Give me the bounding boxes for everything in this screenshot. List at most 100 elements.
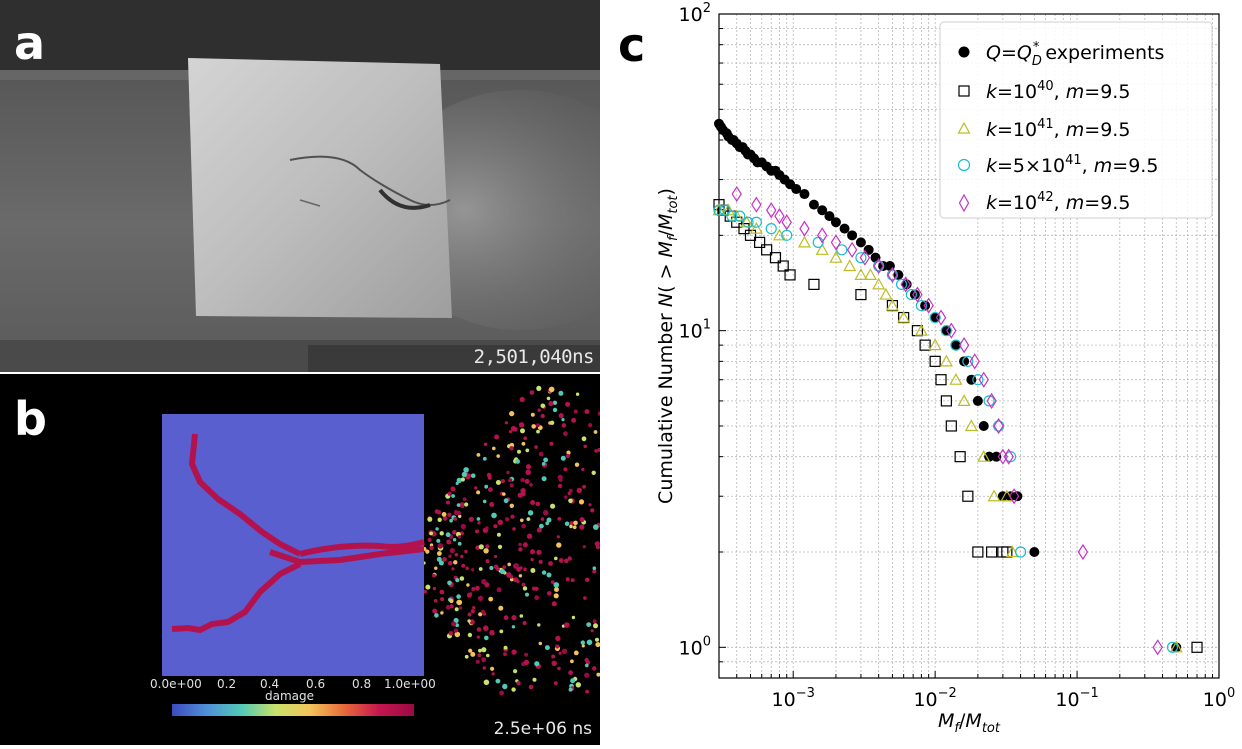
data-point-s4-25 bbox=[1077, 543, 1089, 561]
data-point-s1-19 bbox=[940, 395, 952, 407]
data-point-s2-11 bbox=[863, 268, 877, 280]
data-point-s4-15 bbox=[935, 309, 947, 326]
series-0 bbox=[714, 118, 1182, 653]
legend-label-k1e40: k=1040, m=9.5 bbox=[986, 79, 1130, 103]
data-point-s2-13 bbox=[879, 287, 893, 300]
legend-label-k5e41: k=5×1041, m=9.5 bbox=[986, 153, 1158, 177]
data-point-s1-0 bbox=[713, 199, 725, 211]
colorbar-tick-2: 0.4 bbox=[260, 677, 280, 691]
data-point-s3-18 bbox=[950, 339, 962, 351]
series-1 bbox=[713, 199, 1203, 653]
series-3 bbox=[713, 204, 1179, 653]
data-point-s4-24 bbox=[1008, 488, 1020, 505]
data-point-s2-12 bbox=[872, 277, 886, 290]
data-point-s3-9 bbox=[836, 244, 848, 256]
legend-entry-k1e41: k=1041, m=9.5 bbox=[957, 117, 1130, 141]
data-point-s2-8 bbox=[829, 250, 843, 263]
data-point-s0-38 bbox=[920, 300, 931, 311]
data-point-s2-16 bbox=[914, 323, 928, 336]
data-point-s4-18 bbox=[969, 353, 980, 370]
data-point-s3-24 bbox=[1014, 546, 1027, 558]
data-point-s2-4 bbox=[749, 221, 763, 234]
data-point-s0-51 bbox=[1029, 546, 1040, 557]
data-point-s1-11 bbox=[808, 278, 820, 290]
data-point-s4-23 bbox=[1003, 448, 1014, 465]
colorbar-tick-0: 0.0e+00 bbox=[150, 677, 202, 691]
legend-entry-k1e40: k=1040, m=9.5 bbox=[958, 79, 1130, 103]
data-point-s0-26 bbox=[824, 211, 835, 222]
legend-entry-k1e42: k=1042, m=9.5 bbox=[958, 190, 1130, 214]
data-point-s4-11 bbox=[887, 266, 898, 284]
data-point-s4-19 bbox=[978, 371, 989, 388]
legend-label-k1e41: k=1041, m=9.5 bbox=[986, 117, 1130, 141]
simulation-image bbox=[162, 385, 600, 696]
panel-b-simulation: b damage 0.0e+00 0.2 0.4 0.6 0.8 1.0e+00… bbox=[0, 374, 600, 745]
data-point-s2-7 bbox=[815, 243, 829, 255]
data-point-s4-13 bbox=[912, 286, 923, 303]
data-point-s2-26 bbox=[1169, 640, 1183, 653]
data-point-s2-21 bbox=[964, 419, 978, 432]
data-point-s3-20 bbox=[972, 374, 984, 386]
colorbar-tick-5: 1.0e+00 bbox=[384, 677, 436, 691]
data-point-s4-12 bbox=[900, 276, 911, 293]
panel-a-photo: a 2,501,040ns bbox=[0, 0, 600, 372]
data-point-s0-52 bbox=[1171, 642, 1182, 653]
panel-letter-b: b bbox=[14, 392, 47, 446]
data-point-s3-13 bbox=[895, 278, 908, 290]
data-point-s1-4 bbox=[738, 223, 750, 235]
data-point-s2-14 bbox=[885, 298, 899, 311]
panel-letter-a: a bbox=[14, 16, 46, 70]
colorbar-tick-3: 0.6 bbox=[306, 677, 326, 691]
data-point-s1-24 bbox=[986, 546, 998, 558]
data-point-s1-20 bbox=[945, 420, 957, 432]
data-point-s4-6 bbox=[816, 227, 828, 244]
target-block bbox=[188, 58, 452, 318]
data-point-s0-45 bbox=[978, 420, 989, 431]
data-point-s4-17 bbox=[958, 337, 970, 354]
series-2 bbox=[712, 203, 1183, 653]
data-point-s4-1 bbox=[751, 196, 762, 213]
legend-marker-experiments bbox=[958, 46, 970, 58]
data-point-s4-5 bbox=[799, 220, 810, 237]
data-point-s1-10 bbox=[784, 269, 796, 281]
colorbar-title: damage bbox=[265, 689, 315, 703]
data-point-s4-3 bbox=[774, 208, 785, 225]
data-point-s0-44 bbox=[972, 395, 983, 406]
series-4 bbox=[731, 185, 1163, 656]
legend-label-k1e42: k=1042, m=9.5 bbox=[986, 190, 1130, 214]
data-point-s3-4 bbox=[742, 216, 754, 228]
data-point-s0-29 bbox=[847, 230, 858, 241]
data-point-s2-15 bbox=[897, 310, 911, 323]
data-point-s2-10 bbox=[854, 268, 868, 280]
data-point-s4-21 bbox=[993, 417, 1004, 435]
x-tick-label-2: 10−1 bbox=[1055, 686, 1098, 711]
damage-colorbar bbox=[172, 704, 414, 716]
data-point-s3-10 bbox=[855, 252, 867, 264]
data-point-s3-19 bbox=[962, 355, 974, 367]
data-point-s0-42 bbox=[959, 356, 970, 367]
data-point-s1-8 bbox=[769, 252, 782, 264]
legend-entry-k5e41: k=5×1041, m=9.5 bbox=[957, 153, 1158, 177]
legend-entry-experiments: Q=QD* experiments bbox=[958, 40, 1164, 69]
data-point-s4-2 bbox=[766, 202, 777, 219]
data-point-s1-27 bbox=[1191, 641, 1203, 653]
data-point-s0-27 bbox=[830, 217, 841, 228]
data-point-s0-24 bbox=[808, 199, 819, 210]
colorbar-tick-1: 0.2 bbox=[217, 677, 237, 691]
data-point-s0-22 bbox=[791, 184, 802, 195]
data-point-s4-0 bbox=[731, 185, 742, 203]
y-tick-label-1: 101 bbox=[679, 318, 711, 343]
data-point-s0-28 bbox=[839, 223, 850, 234]
data-point-s0-50 bbox=[1012, 491, 1023, 502]
data-point-s1-17 bbox=[929, 355, 941, 367]
data-point-s2-9 bbox=[843, 259, 857, 272]
data-point-s0-47 bbox=[991, 451, 1002, 462]
data-point-s0-41 bbox=[950, 340, 961, 351]
data-point-s2-22 bbox=[977, 449, 991, 462]
legend-marker-k5e41 bbox=[957, 158, 971, 172]
data-point-s3-21 bbox=[983, 395, 995, 407]
y-tick-label-2: 102 bbox=[679, 1, 711, 26]
data-point-s4-14 bbox=[923, 297, 934, 314]
data-point-s1-6 bbox=[754, 236, 766, 248]
data-point-s4-26 bbox=[1152, 639, 1163, 656]
